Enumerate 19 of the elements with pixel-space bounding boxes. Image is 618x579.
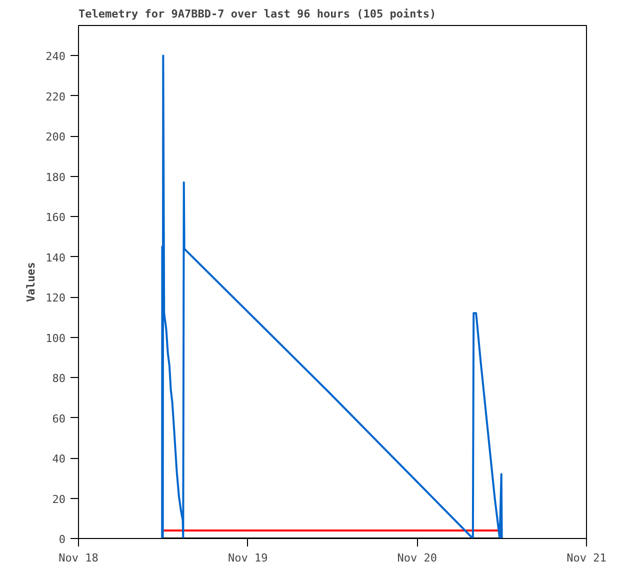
- y-tick-label: 100: [46, 332, 66, 345]
- y-tick-label: 180: [46, 170, 66, 184]
- y-tick-label: 160: [46, 211, 66, 224]
- y-tick-label: 220: [46, 90, 66, 104]
- y-tick-label: 40: [52, 452, 66, 466]
- x-tick-label: Nov 19: [228, 552, 268, 564]
- x-tick-label: Nov 21: [566, 552, 606, 564]
- y-tick-label: 200: [46, 130, 66, 144]
- y-tick-label: 240: [46, 50, 66, 64]
- x-tick-label: Nov 20: [397, 552, 438, 564]
- y-axis-title: Values: [24, 262, 38, 302]
- y-tick-label: 120: [46, 292, 66, 305]
- y-tick-label: 60: [52, 412, 66, 426]
- y-tick-label: 140: [46, 251, 66, 264]
- chart-title: Telemetry for 9A7BBD-7 over last 96 hours (105 points): [78, 8, 436, 20]
- y-tick-label: 20: [52, 492, 66, 506]
- y-tick-label: 0: [58, 533, 66, 546]
- x-tick-label: Nov 18: [58, 552, 98, 564]
- y-tick-label: 80: [52, 372, 66, 386]
